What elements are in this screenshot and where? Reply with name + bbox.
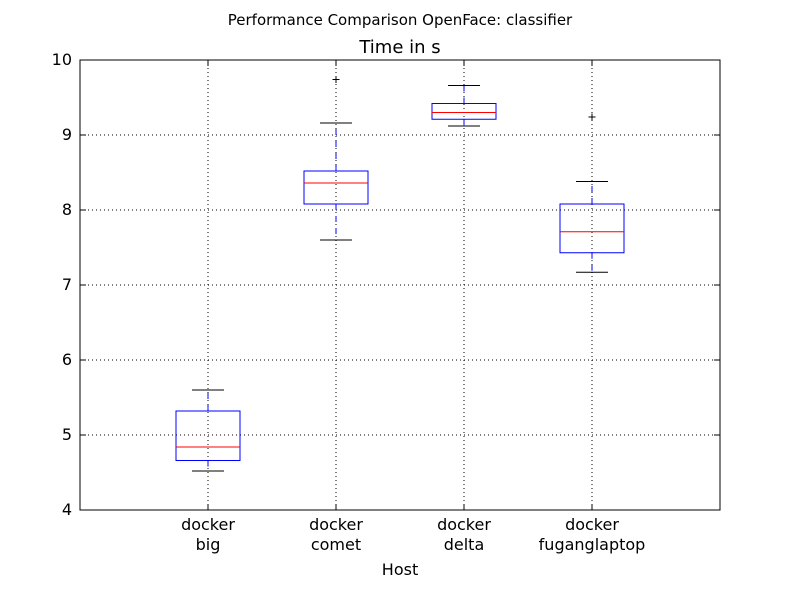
iqr-box: [559, 203, 625, 254]
box-group: [303, 76, 369, 241]
x-tick-label: docker: [565, 515, 619, 534]
chart-title: Time in s: [358, 37, 440, 58]
x-tick-label: comet: [311, 535, 361, 554]
y-tick-label: 7: [62, 275, 72, 294]
figure-suptitle: Performance Comparison OpenFace: classif…: [228, 11, 573, 29]
y-tick-label: 4: [62, 500, 72, 519]
y-tick-label: 10: [52, 50, 72, 69]
y-tick-label: 9: [62, 125, 72, 144]
x-tick-label: docker: [309, 515, 363, 534]
y-tick-label: 5: [62, 425, 72, 444]
ticks-layer: 45678910dockerbigdockercometdockerdeltad…: [52, 50, 720, 554]
box-group: [175, 389, 241, 472]
iqr-box: [175, 410, 241, 461]
x-tick-label: fuganglaptop: [539, 535, 646, 554]
y-tick-label: 6: [62, 350, 72, 369]
boxes-layer: [175, 76, 625, 472]
box-group: [559, 113, 625, 273]
x-tick-label: big: [196, 535, 221, 554]
box-group: [431, 85, 497, 127]
x-tick-label: docker: [181, 515, 235, 534]
x-tick-label: docker: [437, 515, 491, 534]
iqr-box: [431, 103, 497, 120]
x-axis-label: Host: [382, 560, 418, 579]
y-tick-label: 8: [62, 200, 72, 219]
grid-layer: [80, 60, 720, 510]
x-tick-label: delta: [444, 535, 485, 554]
iqr-box: [303, 170, 369, 205]
